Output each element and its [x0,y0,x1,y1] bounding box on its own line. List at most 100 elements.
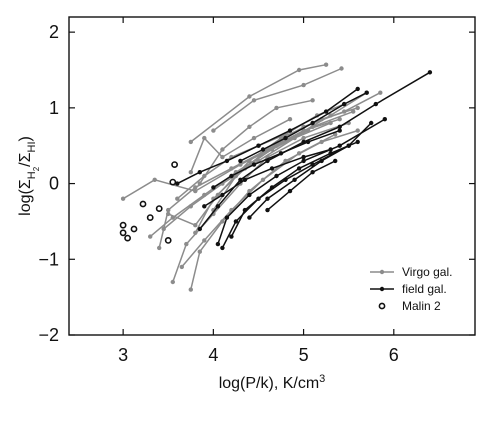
virgo-data-point [337,117,342,122]
malin2-data-point [119,221,127,229]
virgo-galaxy-line [212,92,381,211]
virgo-data-point [301,135,306,141]
virgo-data-point [157,245,162,251]
virgo-data-point [166,207,171,213]
virgo-data-point [179,264,184,270]
field-data-point [224,215,230,220]
virgo-data-point [378,90,383,95]
virgo-data-point [247,94,252,99]
field-data-point [283,135,288,141]
field-data-point [364,90,369,95]
field-data-point [310,170,315,175]
field-data-point [373,101,378,107]
virgo-data-point [202,135,207,141]
field-data-point [256,143,261,148]
virgo-data-point [310,124,315,129]
field-data-point [269,166,275,171]
field-data-point [328,147,333,152]
legend-label: Malin 2 [402,299,441,313]
x-tick-label: 3 [118,345,128,365]
field-data-point [265,196,270,201]
virgo-data-point [215,192,221,198]
legend-marker [379,286,385,292]
field-data-point [260,147,266,152]
malin2-data-point [171,161,178,168]
field-data-point [229,234,234,239]
virgo-data-point [188,139,193,145]
virgo-data-point [247,124,252,129]
virgo-data-point [193,185,198,190]
legend-label: Virgo gal. [402,265,452,279]
field-data-point [337,128,342,133]
field-data-point [175,181,180,186]
field-data-point [337,143,342,148]
virgo-galaxy-line [167,107,358,227]
virgo-data-point [148,234,153,239]
virgo-data-point [296,67,302,73]
field-galaxy-line [212,129,340,189]
virgo-data-point [296,151,302,156]
virgo-data-point [193,188,198,194]
field-data-point [233,219,239,224]
virgo-data-point [328,120,333,126]
field-data-point [427,70,433,75]
y-tick-label: −2 [38,325,59,345]
virgo-data-point [220,147,225,152]
field-data-point [346,143,351,148]
field-data-point [251,162,257,167]
virgo-data-point [188,287,193,292]
field-data-point [242,177,248,182]
field-data-point [265,207,270,213]
field-data-point [323,109,329,114]
field-data-point [242,207,248,213]
virgo-data-point [251,98,257,103]
virgo-data-point [339,66,344,71]
field-galaxy-line [248,122,372,219]
x-tick-label: 4 [208,345,218,365]
field-data-point [333,158,338,164]
virgo-data-point [120,196,126,201]
legend-marker [379,269,385,275]
field-galaxy-line [203,148,331,207]
virgo-data-point [269,147,275,152]
x-axis-label: log(P/k), K/cm3 [219,373,326,392]
virgo-data-point [202,192,207,198]
virgo-data-point [260,177,266,182]
x-tick-label: 6 [389,345,399,365]
y-tick-label: 1 [49,98,59,118]
axes-frame [68,16,476,336]
field-data-point [355,139,360,145]
field-data-point [305,139,311,145]
field-data-point [292,177,297,182]
y-tick-label: 0 [49,174,59,194]
field-data-point [211,185,216,190]
legend: Virgo gal. field gal. Malin 2 [370,265,452,313]
field-data-point [287,188,293,194]
ticks: 3 4 5 6 −2 −1 0 1 2 [38,17,475,365]
virgo-galaxy-line [212,67,342,132]
virgo-data-point [193,230,198,235]
field-data-point [382,117,387,122]
field-data-point [197,170,202,175]
virgo-data-point [184,241,189,247]
field-galaxy-line [267,160,336,211]
virgo-data-point [202,238,207,243]
plot-area [119,62,433,292]
malin2-data-point [124,234,131,242]
field-data-point [301,158,306,164]
virgo-data-point [211,128,216,133]
malin2-data-point [155,205,163,212]
field-data-point [215,241,221,247]
field-data-point [310,120,315,126]
field-data-point [369,120,374,126]
virgo-data-point [170,279,175,285]
virgo-data-point [152,177,157,182]
field-data-point [220,245,225,251]
virgo-data-point [251,135,257,141]
y-tick-label: 2 [49,22,59,42]
field-data-point [355,86,360,92]
virgo-data-point [301,82,306,88]
virgo-data-point [188,170,193,175]
malin2-data-point [164,236,172,244]
field-data-point [342,101,347,107]
